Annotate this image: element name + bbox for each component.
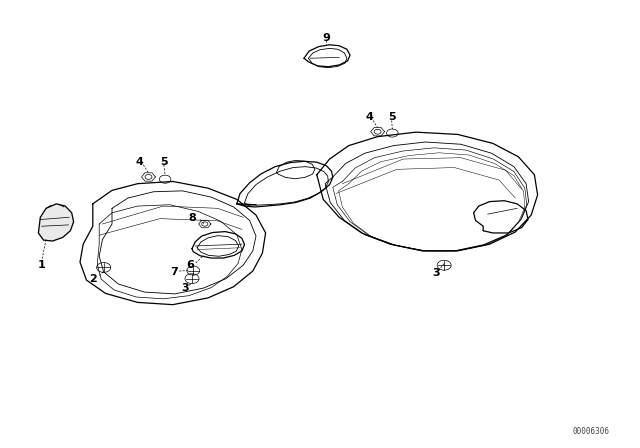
Text: 3: 3: [432, 268, 440, 278]
Text: 2: 2: [89, 274, 97, 284]
Text: 6: 6: [186, 260, 194, 270]
Text: 1: 1: [38, 260, 45, 270]
Text: 5: 5: [388, 112, 396, 122]
Text: 3: 3: [182, 283, 189, 293]
Text: 8: 8: [188, 213, 196, 223]
Text: 00006306: 00006306: [572, 427, 609, 436]
Text: 9: 9: [323, 33, 330, 43]
Text: 4: 4: [136, 157, 143, 167]
Polygon shape: [38, 204, 74, 241]
Text: 4: 4: [365, 112, 373, 122]
Text: 7: 7: [170, 267, 178, 277]
Text: 5: 5: [160, 157, 168, 167]
